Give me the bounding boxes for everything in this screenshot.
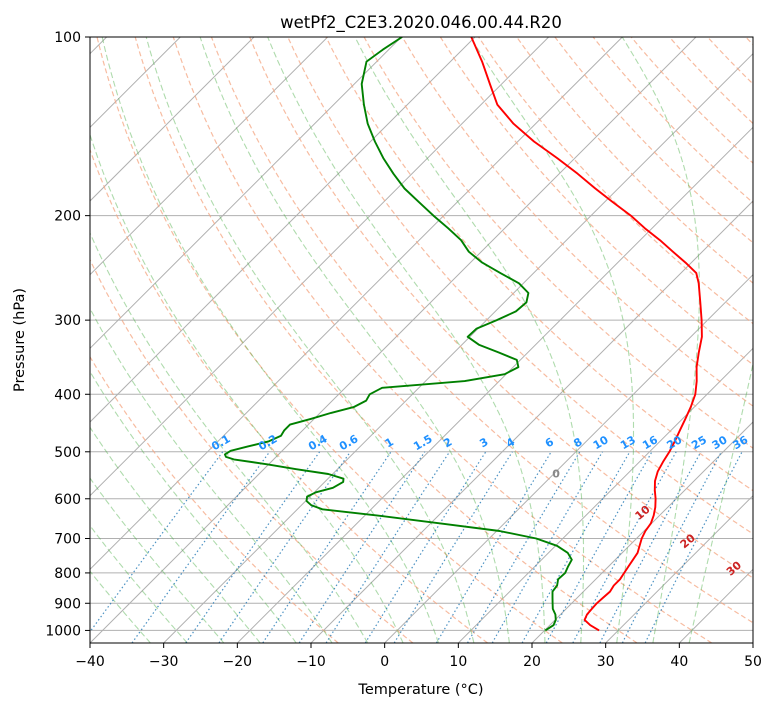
isotherm-gridline (90, 37, 402, 350)
dry-adiabat (516, 37, 753, 284)
mixing-ratio-line (185, 451, 321, 643)
mixing-ratio-line (435, 451, 552, 643)
isotherm-gridline (457, 347, 753, 643)
moist-adiabat (90, 570, 151, 643)
y-tick-label: 1000 (45, 623, 81, 639)
moist-adiabat (621, 37, 700, 643)
dry-adiabat (210, 37, 753, 624)
chart-title: wetPf2_C2E3.2020.046.00.44.R20 (280, 13, 562, 33)
moist-adiabat (90, 426, 261, 643)
mixing-ratio-line (262, 451, 392, 643)
mixing-ratio-line (325, 451, 451, 643)
y-tick-label: 900 (54, 596, 81, 612)
moist-adiabat (90, 133, 404, 643)
x-axis-label: Temperature (°C) (357, 682, 483, 698)
dry-adiabat (90, 148, 488, 643)
y-tick-label: 500 (54, 445, 81, 461)
zero-isotherm-label: 0 (552, 468, 560, 481)
dry-adiabat (439, 37, 753, 366)
moist-adiabat (90, 524, 188, 643)
y-tick-label: 600 (54, 492, 81, 508)
mixing-ratio-line (545, 451, 653, 643)
mixing-ratio-line (90, 451, 224, 633)
mixing-ratio-line (131, 451, 271, 643)
y-tick-label: 300 (54, 313, 81, 329)
y-axis-label: Pressure (hPa) (12, 288, 28, 392)
moist-adiabat (101, 37, 440, 643)
moist-adiabat (267, 37, 546, 643)
y-tick-label: 700 (54, 532, 81, 548)
isotherm-gridline (531, 421, 753, 643)
moist-adiabat (90, 370, 297, 643)
x-tick-label: −40 (75, 654, 105, 670)
dry-adiabat (90, 258, 414, 643)
x-tick-label: 50 (744, 654, 762, 670)
moist-adiabat (145, 37, 475, 643)
x-tick-label: 10 (449, 654, 467, 670)
x-tick-label: 0 (380, 654, 389, 670)
mixing-ratio-line (572, 451, 677, 643)
y-tick-label: 100 (54, 30, 81, 46)
moist-adiabat (354, 37, 585, 643)
mixing-ratio-line (298, 451, 426, 643)
dry-adiabat (134, 37, 638, 643)
dry-adiabat (172, 37, 713, 643)
x-tick-label: 30 (597, 654, 615, 670)
isotherm-gridline (90, 37, 329, 276)
plot-frame (89, 36, 754, 644)
isotherm-gridline (163, 52, 753, 643)
mixing-ratio-line (218, 451, 351, 643)
mixing-ratio-line (644, 451, 743, 643)
background-lines (90, 37, 753, 643)
mixing-ratio-line (521, 451, 631, 643)
moist-adiabat (90, 477, 225, 643)
dewpoint-line (223, 37, 573, 632)
y-tick-label: 400 (54, 387, 81, 403)
y-tick-label: 200 (54, 209, 81, 225)
dry-adiabat (249, 37, 753, 579)
isotherm-gridline (90, 37, 550, 497)
dry-adiabat (96, 37, 563, 643)
x-tick-label: −20 (223, 654, 253, 670)
moist-adiabat-label: 40 (771, 585, 775, 605)
dry-adiabat (325, 37, 753, 492)
x-tick-label: 40 (670, 654, 688, 670)
dry-adiabat (90, 355, 339, 643)
x-tick-label: −30 (149, 654, 179, 670)
isotherm-gridline (236, 126, 753, 643)
x-tick-label: −10 (296, 654, 326, 670)
isotherm-gridline (90, 37, 255, 202)
mixing-ratio-line (599, 451, 702, 643)
moist-adiabat (199, 37, 510, 643)
isotherm-gridline (605, 494, 753, 643)
isotherm-gridline (90, 37, 623, 571)
moist-adiabat (90, 231, 369, 643)
sounding-lines (223, 37, 703, 632)
x-tick-label: 20 (523, 654, 541, 670)
isotherm-gridline (384, 273, 753, 643)
axes: −40 −30 −20 −10 0 10 20 30 40 50 100 200 300 400 500 60… (45, 30, 762, 670)
y-tick-label: 800 (54, 566, 81, 582)
dry-adiabat (401, 37, 753, 407)
temperature-line (470, 37, 703, 632)
isotherm-gridline (90, 37, 697, 643)
mixing-ratio-line (364, 451, 487, 643)
